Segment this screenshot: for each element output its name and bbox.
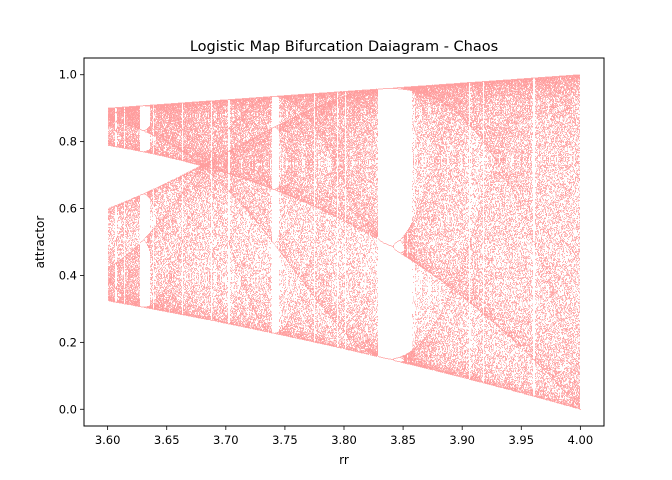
y-tick-label: 0.0 — [59, 402, 77, 416]
x-axis-label: rr — [339, 453, 349, 467]
x-tick-label: 3.80 — [331, 433, 357, 447]
x-tick-label: 4.00 — [568, 433, 594, 447]
x-tick-label: 3.65 — [154, 433, 180, 447]
chart-title: Logistic Map Bifurcation Daiagram - Chao… — [190, 39, 498, 55]
x-tick-label: 3.95 — [508, 433, 534, 447]
y-axis-ticks: 0.0 0.2 0.4 0.6 0.8 1.0 — [59, 68, 84, 416]
y-tick-label: 1.0 — [59, 68, 77, 82]
y-tick-label: 0.8 — [59, 135, 77, 149]
attractor-points — [108, 74, 581, 410]
y-tick-label: 0.6 — [59, 202, 77, 216]
x-tick-label: 3.60 — [95, 433, 121, 447]
y-tick-label: 0.2 — [59, 335, 77, 349]
x-tick-label: 3.70 — [213, 433, 239, 447]
x-axis-ticks: 3.60 3.65 3.70 3.75 3.80 3.85 3.90 3.95 4.00 — [95, 426, 593, 447]
x-tick-label: 3.75 — [272, 433, 298, 447]
y-axis-label: attractor — [33, 216, 47, 269]
x-tick-label: 3.90 — [449, 433, 475, 447]
y-tick-label: 0.4 — [59, 268, 77, 282]
x-tick-label: 3.85 — [390, 433, 416, 447]
bifurcation-points — [108, 74, 581, 410]
